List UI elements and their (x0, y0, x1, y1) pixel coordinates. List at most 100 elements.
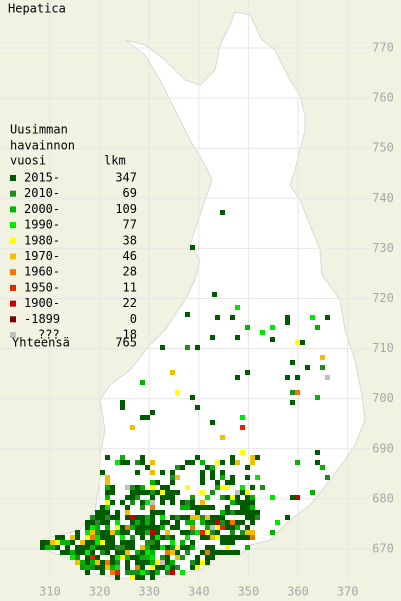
legend-count: 18 (123, 328, 137, 342)
square (200, 505, 205, 510)
legend-label: -1899 (24, 312, 60, 326)
square (190, 530, 195, 535)
legend-count: 69 (123, 186, 137, 200)
y-label: 770 (372, 41, 394, 55)
square (240, 520, 245, 525)
square (200, 500, 205, 505)
square (65, 540, 70, 545)
square (40, 540, 45, 545)
square (190, 525, 195, 530)
square (210, 515, 215, 520)
square (235, 335, 240, 340)
y-label: 680 (372, 491, 394, 505)
square (95, 540, 100, 545)
square (95, 535, 100, 540)
square (130, 490, 135, 495)
square (230, 455, 235, 460)
square (75, 545, 80, 550)
square (125, 555, 130, 560)
legend-total-label: Yhteensä (12, 336, 70, 350)
square (120, 525, 125, 530)
square (140, 485, 145, 490)
square (85, 550, 90, 555)
legend-label: 1980- (24, 233, 60, 247)
square (150, 575, 155, 580)
square (80, 565, 85, 570)
square (55, 545, 60, 550)
square (150, 570, 155, 575)
square (150, 520, 155, 525)
square (160, 545, 165, 550)
square (125, 495, 130, 500)
square (185, 345, 190, 350)
square (100, 530, 105, 535)
square (195, 510, 200, 515)
square (140, 380, 145, 385)
square (135, 575, 140, 580)
square (150, 540, 155, 545)
square (80, 550, 85, 555)
square (190, 515, 195, 520)
legend-swatch (10, 300, 16, 307)
square (205, 530, 210, 535)
square (225, 505, 230, 510)
square (320, 365, 325, 370)
square (145, 500, 150, 505)
square (210, 530, 215, 535)
square (165, 565, 170, 570)
square (75, 550, 80, 555)
square (95, 510, 100, 515)
square (140, 565, 145, 570)
square (180, 530, 185, 535)
square (165, 555, 170, 560)
square (160, 525, 165, 530)
square (245, 515, 250, 520)
square (185, 550, 190, 555)
square (135, 485, 140, 490)
square (100, 565, 105, 570)
square (120, 540, 125, 545)
square (165, 570, 170, 575)
square (155, 540, 160, 545)
square (195, 405, 200, 410)
square (135, 460, 140, 465)
square (125, 565, 130, 570)
square (145, 415, 150, 420)
square (180, 500, 185, 505)
square (240, 415, 245, 420)
square (75, 530, 80, 535)
square (135, 555, 140, 560)
square (110, 530, 115, 535)
square (160, 490, 165, 495)
square (80, 545, 85, 550)
square (205, 525, 210, 530)
square (140, 415, 145, 420)
square (125, 560, 130, 565)
square (230, 315, 235, 320)
square (115, 460, 120, 465)
square (230, 500, 235, 505)
legend-label: ??? (38, 328, 60, 342)
x-label: 340 (188, 585, 210, 599)
square (145, 530, 150, 535)
square (235, 520, 240, 525)
square (130, 555, 135, 560)
square (160, 495, 165, 500)
square (170, 565, 175, 570)
square (185, 545, 190, 550)
square (170, 560, 175, 565)
x-label: 330 (138, 585, 160, 599)
legend-heading: Uusimman (10, 123, 68, 137)
square (175, 550, 180, 555)
square (250, 455, 255, 460)
square (240, 530, 245, 535)
square (190, 495, 195, 500)
square (135, 525, 140, 530)
square (195, 555, 200, 560)
square (95, 515, 100, 520)
square (170, 540, 175, 545)
square (250, 505, 255, 510)
square (160, 345, 165, 350)
square (295, 340, 300, 345)
square (160, 520, 165, 525)
